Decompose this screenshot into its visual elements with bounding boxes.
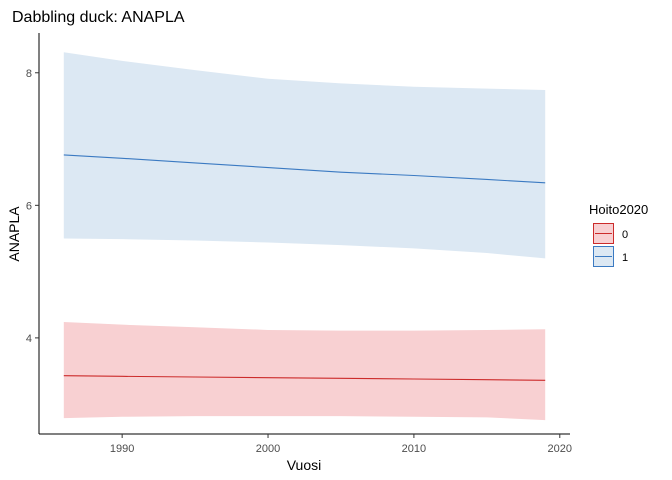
x-axis-ticks: 1990 2000 2010 2020 bbox=[110, 434, 572, 455]
y-tick-label: 6 bbox=[26, 200, 32, 212]
y-axis-ticks: 4 6 8 bbox=[26, 68, 39, 345]
y-tick-label: 4 bbox=[26, 333, 32, 345]
confidence-band-series-0 bbox=[63, 321, 546, 421]
x-tick-label: 2010 bbox=[402, 443, 426, 455]
legend-label-0: 0 bbox=[622, 229, 628, 241]
legend-title: Hoito2020 bbox=[589, 202, 648, 217]
series-line-1 bbox=[63, 154, 546, 184]
chart-title: Dabbling duck: ANAPLA bbox=[12, 9, 185, 26]
legend: Hoito2020 0 1 bbox=[589, 202, 648, 267]
plot-area bbox=[63, 52, 546, 421]
x-tick-label: 1990 bbox=[110, 443, 134, 455]
confidence-band-series-1 bbox=[63, 52, 546, 259]
x-axis-title: Vuosi bbox=[287, 457, 322, 473]
x-tick-label: 2000 bbox=[256, 443, 280, 455]
y-axis-title: ANAPLA bbox=[6, 206, 22, 262]
series-line-0 bbox=[63, 375, 546, 381]
y-tick-label: 8 bbox=[26, 68, 32, 80]
x-tick-label: 2020 bbox=[548, 443, 572, 455]
legend-label-1: 1 bbox=[622, 252, 628, 264]
